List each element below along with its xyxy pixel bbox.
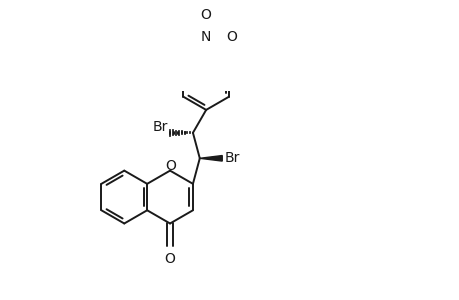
Text: O: O [200,8,211,22]
Text: O: O [164,252,175,266]
Text: Br: Br [224,151,239,165]
Text: Br: Br [153,120,168,134]
Polygon shape [199,155,222,161]
Text: N: N [201,30,211,44]
Text: O: O [226,30,236,44]
Text: O: O [165,159,176,173]
